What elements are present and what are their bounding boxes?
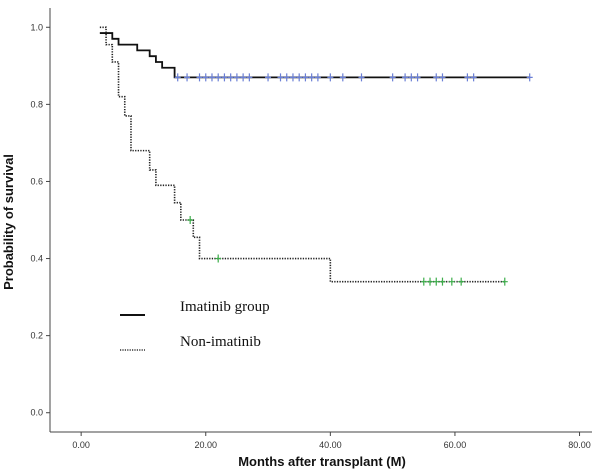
censor-mark xyxy=(414,73,421,82)
censor-mark xyxy=(464,73,471,82)
censor-mark xyxy=(427,277,434,286)
censor-mark xyxy=(501,277,508,286)
censor-mark xyxy=(470,73,477,82)
censor-mark xyxy=(439,73,446,82)
censor-marks xyxy=(174,73,533,286)
y-tick-label: 0.6 xyxy=(30,176,43,186)
censor-mark xyxy=(526,73,533,82)
survival-curves xyxy=(99,26,530,283)
censor-mark xyxy=(215,73,222,82)
censor-mark xyxy=(202,73,209,82)
legend-label-imatinib: Imatinib group xyxy=(180,299,270,315)
censor-mark xyxy=(339,73,346,82)
censor-mark xyxy=(221,73,228,82)
curve-non-imatinib xyxy=(99,26,505,283)
censor-mark xyxy=(174,73,181,82)
censor-mark xyxy=(215,254,222,263)
legend-label-non-imatinib: Non-imatinib xyxy=(180,334,261,350)
censor-mark xyxy=(208,73,215,82)
x-axis-title: Months after transplant (M) xyxy=(238,454,406,469)
y-axis-title: Probability of survival xyxy=(1,154,16,290)
censor-mark xyxy=(296,73,303,82)
x-ticks: 0.00 20.00 40.00 60.00 80.00 xyxy=(72,432,591,450)
y-tick-label: 0.0 xyxy=(30,408,43,418)
axes xyxy=(49,8,592,433)
censor-mark xyxy=(187,216,194,224)
y-tick-label: 1.0 xyxy=(30,22,43,32)
y-tick-label: 0.8 xyxy=(30,99,43,109)
censor-mark xyxy=(227,73,234,82)
x-tick-label: 80.00 xyxy=(568,440,591,450)
censor-mark xyxy=(240,73,247,82)
censor-mark xyxy=(358,73,365,82)
censor-mark xyxy=(458,277,465,286)
curve-imatinib xyxy=(99,32,530,79)
censor-mark xyxy=(283,73,290,82)
censor-mark xyxy=(289,73,296,82)
censor-mark xyxy=(277,73,284,82)
censor-mark xyxy=(402,73,409,82)
censor-mark xyxy=(327,73,334,82)
censor-mark xyxy=(302,73,309,82)
y-ticks: 0.0 0.2 0.4 0.6 0.8 1.0 xyxy=(30,22,50,418)
censor-mark xyxy=(439,277,446,286)
y-tick-label: 0.2 xyxy=(30,331,43,341)
y-tick-label: 0.4 xyxy=(30,254,43,264)
censor-mark xyxy=(433,73,440,82)
censor-mark xyxy=(184,73,191,82)
censor-mark xyxy=(433,277,440,286)
censor-mark xyxy=(246,73,253,82)
legend: Imatinib group Non-imatinib xyxy=(120,299,270,351)
censor-mark xyxy=(308,73,315,82)
censor-mark xyxy=(233,73,240,82)
censor-mark xyxy=(389,73,396,82)
censor-mark xyxy=(420,277,427,286)
x-tick-label: 20.00 xyxy=(194,440,217,450)
censor-mark xyxy=(314,73,321,82)
censor-mark xyxy=(265,73,272,82)
censor-mark xyxy=(448,277,455,286)
x-tick-label: 40.00 xyxy=(319,440,342,450)
censor-mark xyxy=(408,73,415,82)
x-tick-label: 60.00 xyxy=(444,440,467,450)
censor-mark xyxy=(196,73,203,82)
x-tick-label: 0.00 xyxy=(72,440,90,450)
